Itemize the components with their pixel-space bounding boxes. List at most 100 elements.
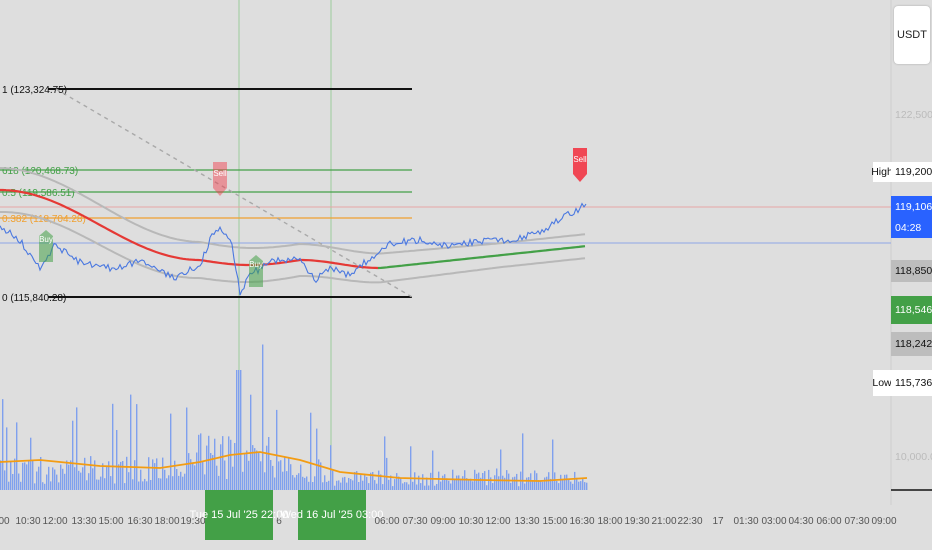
- volume-bar: [444, 474, 446, 490]
- volume-bar: [516, 473, 518, 490]
- volume-bar: [148, 457, 150, 490]
- volume-bar: [24, 462, 26, 490]
- volume-bar: [110, 476, 112, 490]
- volume-bar: [574, 471, 576, 490]
- volume-bar: [514, 476, 516, 490]
- fib-level-label: 1 (123,324.75): [2, 85, 67, 96]
- x-tick-label: 01:30: [733, 516, 758, 527]
- volume-bar: [374, 480, 376, 490]
- volume-bar: [90, 456, 92, 490]
- volume-bar: [558, 483, 560, 490]
- volume-bar: [552, 439, 554, 490]
- x-tick-label: 10:30: [15, 516, 40, 527]
- volume-bar: [156, 458, 158, 490]
- volume-bar: [210, 453, 212, 490]
- volume-bar: [250, 394, 252, 490]
- volume-bar: [388, 479, 390, 490]
- volume-bar: [502, 475, 504, 490]
- volume-bar: [470, 478, 472, 490]
- volume-bar: [170, 413, 172, 490]
- volume-bar: [204, 474, 206, 490]
- volume-bar: [434, 485, 436, 490]
- x-tick-label: 18:00: [597, 516, 622, 527]
- volume-bar: [270, 460, 272, 490]
- volume-bar: [424, 485, 426, 490]
- low-value-label: 115,736.92: [891, 370, 932, 396]
- volume-bar: [216, 465, 218, 490]
- volume-bar: [288, 457, 290, 490]
- volume-bar: [36, 471, 38, 490]
- volume-bar: [512, 477, 514, 490]
- x-tick-label: 13:30: [71, 516, 96, 527]
- volume-bar: [186, 407, 188, 490]
- volume-bar: [418, 475, 420, 490]
- x-tick-label: 12:00: [485, 516, 510, 527]
- volume-bar: [158, 478, 160, 490]
- signal-label: Sell: [573, 155, 587, 164]
- volume-bar: [478, 472, 480, 490]
- volume-bar: [546, 476, 548, 490]
- volume-bar: [392, 486, 394, 490]
- volume-bar: [550, 478, 552, 490]
- volume-bar: [48, 466, 50, 490]
- volume-bar: [480, 477, 482, 490]
- signal-box: [573, 148, 587, 174]
- volume-bar: [360, 475, 362, 490]
- volume-bar: [586, 482, 588, 490]
- volume-bar: [72, 420, 74, 490]
- volume-bar: [302, 476, 304, 490]
- volume-bar: [118, 464, 120, 490]
- volume-bar: [554, 472, 556, 490]
- volume-bar: [228, 436, 230, 490]
- x-tick-label: 18:00: [154, 516, 179, 527]
- volume-bar: [408, 484, 410, 490]
- level-label-3: 118,242.54: [891, 332, 932, 356]
- signal-box: [39, 236, 53, 262]
- volume-bar: [312, 482, 314, 490]
- volume-bars: [0, 344, 588, 490]
- volume-bar: [168, 475, 170, 490]
- volume-bar: [30, 437, 32, 490]
- volume-bar: [14, 458, 16, 490]
- x-tick-label: 16:30: [127, 516, 152, 527]
- volume-bar: [584, 482, 586, 490]
- buy-signal-marker: Buy: [249, 255, 263, 287]
- volume-bar: [52, 467, 54, 490]
- volume-bar: [362, 480, 364, 490]
- volume-bar: [526, 477, 528, 490]
- currency-button[interactable]: USDT: [894, 6, 930, 64]
- volume-bar: [174, 460, 176, 490]
- volume-bar: [348, 478, 350, 490]
- x-tick-label: 22:30: [677, 516, 702, 527]
- volume-bar: [234, 443, 236, 490]
- volume-bar: [266, 445, 268, 490]
- volume-bar: [42, 482, 44, 490]
- volume-bar: [492, 483, 494, 490]
- x-tick-label: 06:00: [816, 516, 841, 527]
- volume-ma-line: [0, 451, 588, 482]
- volume-bar: [248, 460, 250, 490]
- volume-bar: [96, 479, 98, 490]
- volume-bar: [50, 481, 52, 490]
- volume-bar: [150, 480, 152, 490]
- volume-bar: [246, 450, 248, 490]
- volume-bar: [76, 407, 78, 490]
- volume-bar: [54, 469, 56, 490]
- volume-bar: [126, 456, 128, 490]
- volume-bar: [510, 482, 512, 490]
- volume-bar: [500, 449, 502, 490]
- volume-bar: [468, 480, 470, 490]
- x-tick-label: 12:00: [42, 516, 67, 527]
- volume-bar: [120, 461, 122, 490]
- volume-bar: [190, 459, 192, 490]
- volume-bar: [564, 474, 566, 490]
- volume-bar: [138, 481, 140, 490]
- x-tick-label: 00: [0, 516, 10, 527]
- volume-bar: [178, 475, 180, 490]
- buy-signal-marker: Buy: [39, 230, 53, 262]
- volume-bar: [306, 476, 308, 490]
- signal-pointer: [249, 255, 263, 261]
- volume-bar: [404, 482, 406, 490]
- volume-bar: [376, 483, 378, 490]
